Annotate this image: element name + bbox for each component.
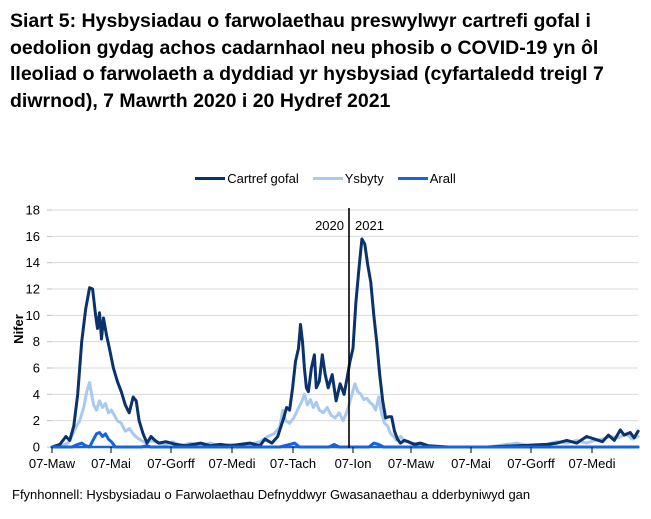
x-tick-label: 07-Mai xyxy=(91,456,131,471)
y-tick-label: 14 xyxy=(26,255,40,270)
x-axis: 07-Maw 07-Mai 07-Gorff 07-Medi 07-Tach 07-Ion… xyxy=(29,445,638,471)
x-tick-label: 07-Maw xyxy=(388,456,435,471)
x-tick-label: 07-Medi xyxy=(569,456,616,471)
legend-item-cartref-gofal: Cartref gofal xyxy=(195,171,299,186)
x-tick-label: 07-Tach xyxy=(270,456,316,471)
y-tick-label: 4 xyxy=(33,387,40,402)
x-tick-label: 07-Gorff xyxy=(507,456,555,471)
legend-label: Ysbyty xyxy=(344,171,384,186)
x-tick-label: 07-Gorff xyxy=(147,456,195,471)
y-tick-label: 6 xyxy=(33,361,40,376)
y-tick-label: 10 xyxy=(26,308,40,323)
y-tick-label: 8 xyxy=(33,334,40,349)
legend-label: Arall xyxy=(429,171,456,186)
chart-legend: Cartref gofal Ysbyty Arall xyxy=(0,171,651,186)
x-tick-label: 07-Ion xyxy=(335,456,372,471)
y-axis: 0 2 4 6 8 10 12 14 16 18 xyxy=(26,203,52,455)
legend-swatch-cartref-gofal xyxy=(195,177,226,180)
y-tick-label: 2 xyxy=(33,413,40,428)
legend-label: Cartref gofal xyxy=(227,171,299,186)
x-tick-label: 07-Medi xyxy=(209,456,256,471)
data-series xyxy=(50,237,640,449)
x-tick-label: 07-Mai xyxy=(451,456,491,471)
y-tick-label: 16 xyxy=(26,229,40,244)
legend-swatch-arall xyxy=(397,177,428,180)
y-tick-label: 12 xyxy=(26,282,40,297)
chart-title: Siart 5: Hysbysiadau o farwolaethau pres… xyxy=(10,10,604,112)
y-tick-label: 0 xyxy=(33,440,40,455)
legend-swatch-ysbyty xyxy=(312,177,343,180)
legend-item-arall: Arall xyxy=(397,171,456,186)
year-label-2020: 2020 xyxy=(315,218,344,233)
x-tick-label: 07-Maw xyxy=(29,456,76,471)
gridlines xyxy=(52,209,638,422)
legend-item-ysbyty: Ysbyty xyxy=(312,171,384,186)
year-label-2021: 2021 xyxy=(355,218,384,233)
y-axis-title: Nifer xyxy=(11,314,26,344)
y-tick-label: 18 xyxy=(26,203,40,218)
series-line-cartref-gofal xyxy=(50,237,640,449)
source-note: Ffynhonnell: Hysbysiadau o Farwolaethau … xyxy=(12,487,531,502)
